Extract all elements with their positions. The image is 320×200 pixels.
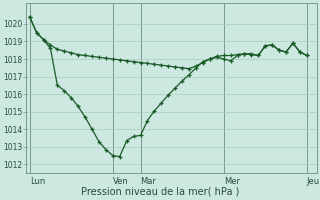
- Text: Pression niveau de la mer( hPa ): Pression niveau de la mer( hPa ): [81, 186, 239, 196]
- Text: Jeu: Jeu: [307, 177, 320, 186]
- Text: Lun: Lun: [30, 177, 45, 186]
- Text: Mar: Mar: [140, 177, 156, 186]
- Text: Mer: Mer: [224, 177, 240, 186]
- Text: Ven: Ven: [113, 177, 129, 186]
